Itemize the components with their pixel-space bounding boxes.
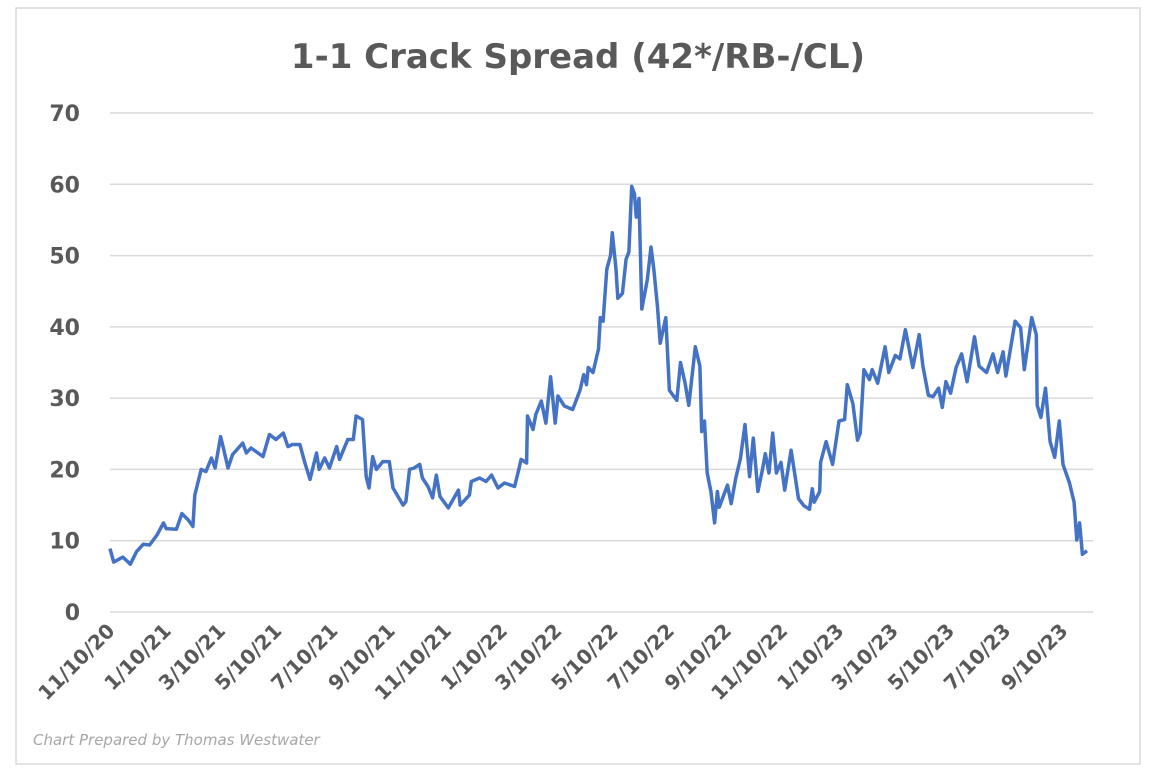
y-tick-label: 60 [49, 173, 80, 198]
chart-title: 1-1 Crack Spread (42*/RB-/CL) [291, 37, 865, 77]
chart-credit: Chart Prepared by Thomas Westwater [33, 731, 321, 749]
y-tick-label: 40 [49, 316, 80, 341]
y-tick-label: 10 [49, 530, 80, 555]
y-tick-label: 20 [49, 458, 80, 483]
y-tick-label: 50 [49, 245, 80, 270]
y-axis-ticks: 0 10 20 30 40 50 60 70 [49, 102, 80, 626]
y-tick-label: 0 [65, 601, 80, 626]
y-tick-label: 30 [49, 387, 80, 412]
series-line [108, 184, 1089, 566]
y-tick-label: 70 [49, 102, 80, 127]
